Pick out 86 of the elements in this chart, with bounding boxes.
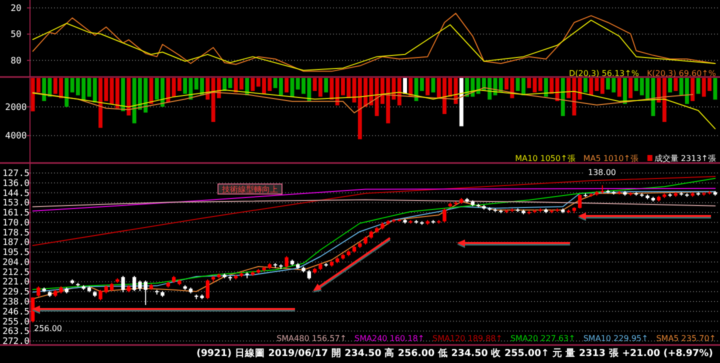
- bar: [126, 78, 131, 116]
- annotation: 技術線型轉向上: [221, 185, 278, 194]
- line-series: [32, 87, 694, 114]
- y-tick-label: 80: [10, 56, 22, 66]
- bar: [431, 78, 436, 92]
- bar: [92, 78, 97, 102]
- bar: [121, 78, 126, 112]
- y-tick-label: 272.0: [2, 337, 30, 348]
- candlestick: [578, 194, 582, 209]
- y-tick-label: 136.0: [2, 178, 30, 189]
- candlestick: [121, 275, 125, 293]
- bar: [555, 78, 560, 102]
- legend-label: 成交量 2313↑張: [654, 154, 716, 163]
- text: (9921) 日線圖 2019/06/17 開 234.50 高 256.00 低 234.50 收 255.00↑ 元 量 2313 張 +21.00 (+8.97%): [196, 347, 713, 359]
- line-series: [32, 199, 716, 208]
- bar: [42, 78, 46, 102]
- bar: [403, 78, 407, 94]
- y-tick-label: 4000: [5, 132, 27, 142]
- text: SMA10 229.95↑: [583, 334, 648, 343]
- y-tick-label: 178.5: [2, 228, 30, 238]
- y-tick-label: 127.5: [2, 169, 30, 179]
- y-tick-label: 50: [10, 30, 22, 40]
- line-series: [32, 176, 716, 246]
- candlestick: [98, 289, 102, 301]
- bar: [560, 78, 565, 116]
- y-tick-label: 229.5: [2, 288, 30, 298]
- y-tick-label: 204.0: [2, 258, 30, 268]
- bar: [330, 78, 334, 100]
- y-tick-label: 153.0: [2, 198, 30, 209]
- bar: [459, 78, 464, 126]
- annotation: 138.00: [588, 168, 616, 177]
- bar: [617, 78, 622, 97]
- bar: [538, 78, 542, 91]
- y-tick-label: 2000: [5, 102, 27, 113]
- candlestick: [138, 280, 142, 292]
- candlestick: [442, 208, 446, 223]
- series-label: D(20,3) 56.13↑%: [568, 69, 640, 78]
- bar: [550, 78, 554, 94]
- y-tick-label: 255.0: [2, 317, 30, 328]
- y-tick-label: 212.5: [2, 268, 30, 278]
- bar: [544, 78, 548, 97]
- bar: [115, 78, 120, 108]
- y-tick-label: 238.0: [2, 298, 30, 308]
- bar: [584, 78, 588, 92]
- bar: [674, 78, 678, 91]
- bar: [397, 78, 402, 106]
- bar: [284, 78, 289, 92]
- annotation: 256.00: [34, 324, 62, 333]
- bar: [408, 78, 413, 97]
- bar: [426, 78, 430, 96]
- bar: [578, 78, 582, 100]
- text: SMA240 160.18↑: [354, 334, 424, 343]
- bar: [713, 78, 718, 100]
- bar: [324, 78, 328, 92]
- y-tick-label: 161.5: [2, 208, 30, 219]
- y-tick-label: 263.5: [2, 327, 30, 338]
- bar: [696, 78, 700, 94]
- bar: [628, 78, 633, 98]
- candlestick: [284, 256, 288, 268]
- bar: [600, 78, 604, 94]
- text: SMA5 235.70↑: [656, 334, 716, 343]
- bar: [622, 78, 627, 104]
- bar: [166, 78, 170, 102]
- y-tick-label: 170.0: [2, 218, 30, 228]
- text: SMA480 156.57↑: [276, 334, 347, 343]
- candlestick: [144, 280, 148, 306]
- text: MA5 1010↑張: [583, 154, 638, 163]
- bar: [589, 78, 594, 96]
- bar: [668, 78, 672, 92]
- bar: [690, 78, 695, 102]
- y-tick-label: 195.5: [2, 248, 30, 258]
- y-tick-label: 187.0: [2, 238, 30, 248]
- text: SMA120 189.88↑: [432, 334, 502, 343]
- y-tick-label: 144.5: [2, 188, 30, 199]
- y-tick-label: 246.5: [2, 307, 30, 318]
- y-tick-label: 20: [10, 4, 22, 14]
- bar: [206, 78, 210, 100]
- bar: [64, 78, 69, 107]
- text: MA10 1050↑張: [515, 154, 576, 163]
- text: SMA20 227.63↑: [510, 334, 576, 343]
- y-tick-label: 221.0: [2, 278, 30, 288]
- series-label: K(20,3) 69.60↑%: [646, 69, 716, 78]
- candlestick: [132, 275, 136, 292]
- candlestick: [36, 286, 40, 298]
- line-series: [32, 89, 716, 130]
- candlestick: [206, 278, 210, 300]
